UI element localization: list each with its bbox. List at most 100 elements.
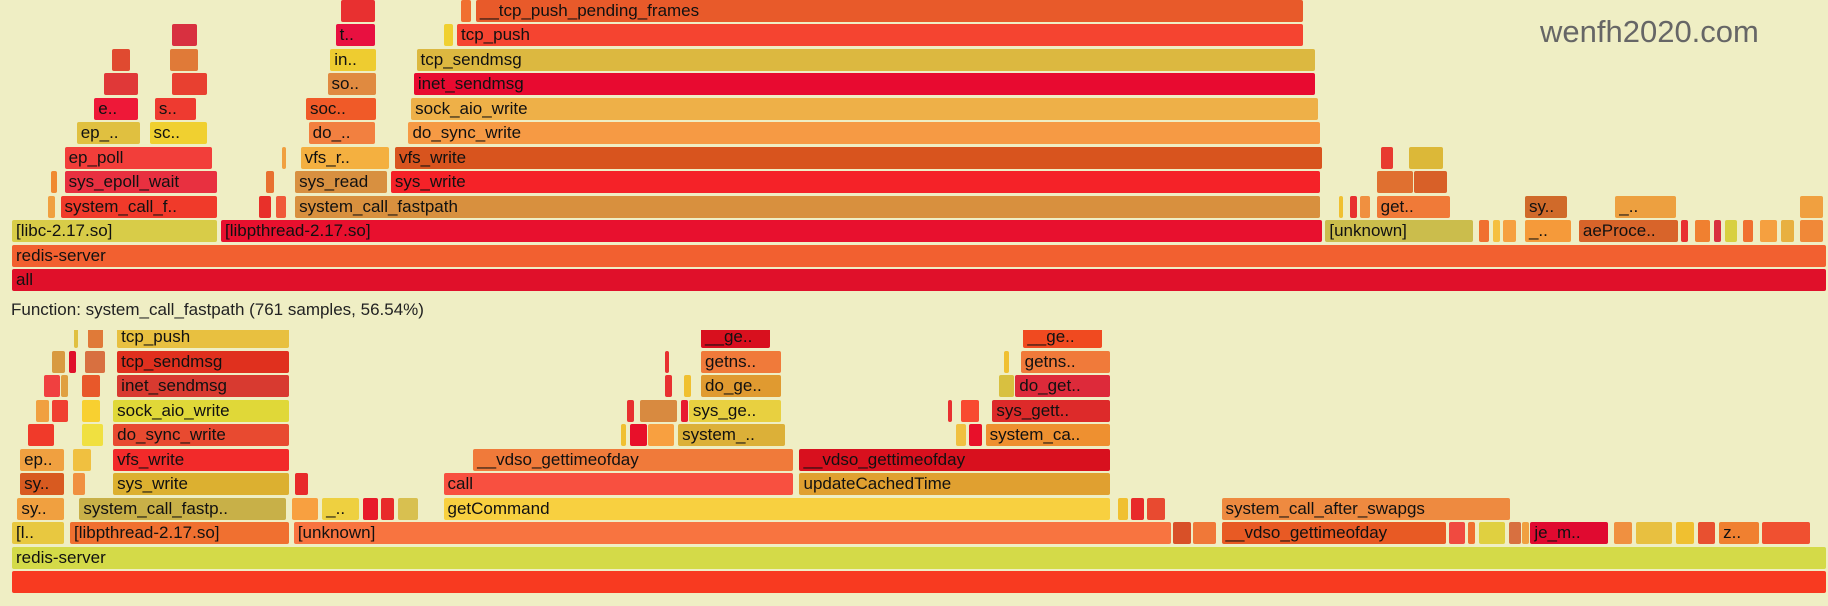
- flame-frame-z[interactable]: z..: [1719, 522, 1759, 544]
- flame-frame[interactable]: [1492, 220, 1500, 242]
- flame-frame[interactable]: [1338, 195, 1344, 218]
- flame-frame[interactable]: [60, 375, 68, 397]
- flame-frame[interactable]: [1713, 220, 1721, 242]
- flame-frame-sy[interactable]: sy..: [17, 497, 64, 520]
- flame-frame-getns[interactable]: getns..: [1020, 350, 1110, 373]
- flame-frame-do-sync-write[interactable]: do_sync_write: [408, 122, 1321, 144]
- flame-frame[interactable]: [169, 48, 199, 71]
- flame-frame[interactable]: [1408, 146, 1444, 169]
- flame-frame[interactable]: [1613, 522, 1632, 544]
- flame-frame-libpthread-2-17-so[interactable]: [libpthread-2.17.so]: [221, 220, 1322, 242]
- flame-frame[interactable]: [397, 497, 419, 520]
- flame-frame-sc[interactable]: sc..: [149, 122, 207, 144]
- flame-frame[interactable]: [1173, 522, 1191, 544]
- flame-frame-do-ge[interactable]: do_ge..: [701, 375, 781, 397]
- flame-frame-redis-server[interactable]: redis-server: [12, 546, 1826, 569]
- flame-frame-s[interactable]: s..: [154, 97, 196, 120]
- flame-frame[interactable]: [281, 146, 287, 169]
- flame-frame-sys-write[interactable]: sys_write: [113, 473, 289, 495]
- flame-frame-[interactable]: _..: [1524, 220, 1572, 242]
- flame-frame[interactable]: [103, 73, 138, 95]
- flame-frame-libc-2-17-so[interactable]: [libc-2.17.so]: [12, 220, 218, 242]
- flame-frame[interactable]: [1468, 522, 1476, 544]
- flame-frame-inet-sendmsg[interactable]: inet_sendmsg: [117, 375, 289, 397]
- flame-frame-sy[interactable]: sy..: [20, 473, 64, 495]
- flame-frame-l[interactable]: [l..: [12, 522, 64, 544]
- flame-frame[interactable]: [74, 330, 79, 348]
- flame-frame[interactable]: [1004, 350, 1009, 373]
- flame-frame[interactable]: [1479, 220, 1489, 242]
- flame-frame[interactable]: [1781, 220, 1794, 242]
- flame-frame[interactable]: [172, 24, 198, 46]
- flame-frame[interactable]: [1380, 146, 1394, 169]
- flame-frame-do-sync-write[interactable]: do_sync_write: [113, 424, 289, 446]
- flame-frame[interactable]: [52, 399, 68, 422]
- flame-frame[interactable]: [1681, 220, 1689, 242]
- flame-frame-vfs-write[interactable]: vfs_write: [113, 448, 289, 471]
- flame-frame-system-ca[interactable]: system_ca..: [985, 424, 1110, 446]
- flame-frame-[interactable]: _..: [322, 497, 359, 520]
- flame-frame-soc[interactable]: soc..: [305, 97, 377, 120]
- flame-frame[interactable]: [68, 350, 76, 373]
- flame-frame-do[interactable]: do_..: [308, 122, 376, 144]
- flame-frame-sock-aio-write[interactable]: sock_aio_write: [411, 97, 1318, 120]
- flame-frame[interactable]: [648, 424, 675, 446]
- flame-frame[interactable]: [664, 350, 670, 373]
- flame-frame[interactable]: [1193, 522, 1217, 544]
- flame-frame[interactable]: [969, 424, 982, 446]
- flame-frame-so[interactable]: so..: [327, 73, 377, 95]
- flame-frame[interactable]: [1724, 220, 1737, 242]
- flame-frame-tcp-sendmsg[interactable]: tcp_sendmsg: [117, 350, 289, 373]
- flame-frame[interactable]: [461, 0, 471, 22]
- flame-frame[interactable]: [1522, 522, 1530, 544]
- flame-frame-sock-aio-write[interactable]: sock_aio_write: [113, 399, 289, 422]
- flame-frame[interactable]: [1349, 195, 1357, 218]
- flame-frame[interactable]: [82, 399, 100, 422]
- flame-frame[interactable]: [1503, 220, 1516, 242]
- flame-frame-vdso-gettimeofday[interactable]: __vdso_gettimeofday: [1221, 522, 1446, 544]
- flame-frame-getns[interactable]: getns..: [701, 350, 781, 373]
- flame-frame[interactable]: [44, 375, 60, 397]
- flame-frame[interactable]: [1376, 171, 1414, 193]
- flame-frame-redis-server[interactable]: redis-server: [12, 244, 1826, 267]
- flame-frame-tcp-push-pending-frames[interactable]: __tcp_push_pending_frames: [475, 0, 1303, 22]
- flame-frame[interactable]: [1800, 220, 1824, 242]
- flame-frame[interactable]: [265, 171, 274, 193]
- flame-frame-getcommand[interactable]: getCommand: [443, 497, 1110, 520]
- flame-frame-do-get[interactable]: do_get..: [1015, 375, 1110, 397]
- flame-frame[interactable]: [1694, 220, 1711, 242]
- flame-frame[interactable]: [48, 195, 56, 218]
- flame-frame-inet-sendmsg[interactable]: inet_sendmsg: [413, 73, 1315, 95]
- flame-frame-ep[interactable]: ep_..: [76, 122, 141, 144]
- flame-frame[interactable]: [72, 448, 91, 471]
- flame-frame[interactable]: [341, 0, 376, 22]
- flame-frame[interactable]: [680, 399, 688, 422]
- flame-frame[interactable]: [1762, 522, 1810, 544]
- flame-frame-ep[interactable]: ep..: [20, 448, 64, 471]
- flame-frame[interactable]: [258, 195, 272, 218]
- flame-frame[interactable]: [1479, 522, 1506, 544]
- flame-frame-system-call-f[interactable]: system_call_f..: [60, 195, 218, 218]
- flame-frame-e[interactable]: e..: [94, 97, 138, 120]
- flame-frame[interactable]: [82, 375, 100, 397]
- flame-frame-in[interactable]: in..: [330, 48, 377, 71]
- flame-frame[interactable]: [51, 171, 57, 193]
- flame-frame-t[interactable]: t..: [335, 24, 376, 46]
- flame-frame[interactable]: [1743, 220, 1754, 242]
- flame-frame[interactable]: [84, 350, 106, 373]
- flame-frame-ge[interactable]: __ge..: [701, 330, 771, 348]
- flame-frame[interactable]: [629, 424, 648, 446]
- flame-frame-sy[interactable]: sy..: [1524, 195, 1568, 218]
- flame-frame[interactable]: [1117, 497, 1128, 520]
- flame-frame[interactable]: [362, 497, 378, 520]
- flame-frame-vdso-gettimeofday[interactable]: __vdso_gettimeofday: [799, 448, 1110, 471]
- flame-frame[interactable]: [292, 497, 319, 520]
- flame-frame[interactable]: [1675, 522, 1694, 544]
- flame-frame[interactable]: [626, 399, 634, 422]
- flame-frame-call[interactable]: call: [443, 473, 794, 495]
- flame-frame-tcp-sendmsg[interactable]: tcp_sendmsg: [416, 48, 1315, 71]
- flame-frame[interactable]: [640, 399, 678, 422]
- flame-frame-je-m[interactable]: je_m..: [1530, 522, 1608, 544]
- flame-frame-unknown[interactable]: [unknown]: [293, 522, 1171, 544]
- flame-frame[interactable]: [1360, 195, 1371, 218]
